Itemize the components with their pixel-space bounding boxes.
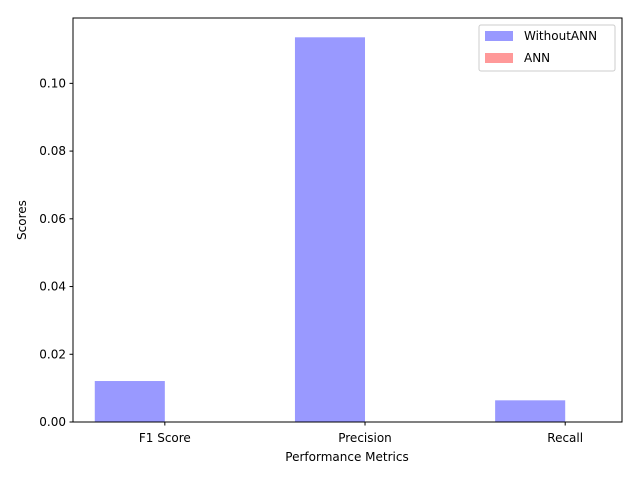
y-tick-label: 0.10 xyxy=(39,76,66,90)
y-tick-label: 0.04 xyxy=(39,280,66,294)
x-tick-label: Precision xyxy=(338,431,392,445)
x-tick-label: Recall xyxy=(547,431,583,445)
plot-frame xyxy=(72,17,623,423)
y-tick-label: 0.08 xyxy=(39,144,66,158)
bar-withoutann-recall xyxy=(495,400,566,422)
bar-withoutann-f1-score xyxy=(94,381,165,422)
y-tick-label: 0.06 xyxy=(39,212,66,226)
legend-swatch-withoutann xyxy=(485,31,513,41)
x-axis-label: Performance Metrics xyxy=(285,450,408,464)
bars-layer xyxy=(94,37,566,422)
y-tick-label: 0.00 xyxy=(39,415,66,429)
y-axis-label: Scores xyxy=(15,200,29,240)
legend-label-withoutann: WithoutANN xyxy=(524,29,597,43)
y-tick-label: 0.02 xyxy=(39,347,66,361)
bar-withoutann-precision xyxy=(294,37,366,422)
x-ticks: F1 Score Precision Recall xyxy=(139,422,583,445)
legend-swatch-ann xyxy=(485,53,513,63)
x-tick-label: F1 Score xyxy=(139,431,191,445)
y-ticks: 0.00 0.02 0.04 0.06 0.08 0.10 xyxy=(39,76,73,429)
legend: WithoutANN ANN xyxy=(478,24,616,72)
legend-label-ann: ANN xyxy=(524,51,550,65)
